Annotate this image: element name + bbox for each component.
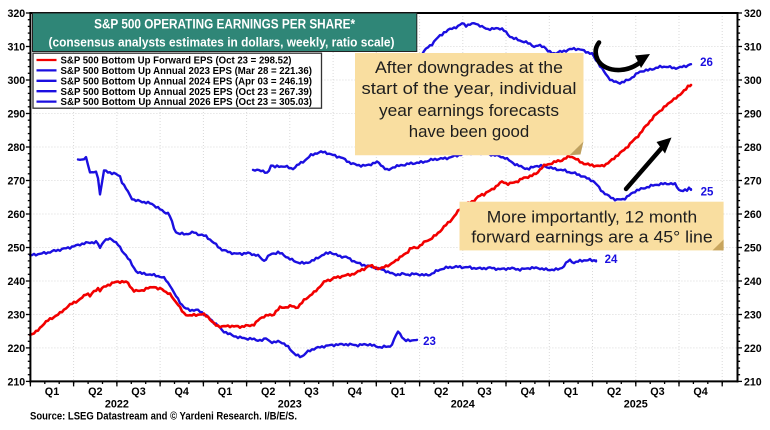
svg-text:240: 240 [8,276,26,288]
svg-text:2025: 2025 [624,399,648,411]
svg-text:After downgrades at the: After downgrades at the [375,59,563,77]
svg-text:260: 260 [8,209,26,221]
svg-text:(consensus analysts estimates: (consensus analysts estimates in dollars… [49,35,395,49]
svg-text:Q4: Q4 [347,386,361,398]
svg-text:S&P 500 OPERATING EARNINGS PER: S&P 500 OPERATING EARNINGS PER SHARE* [94,17,356,32]
svg-text:Q1: Q1 [391,386,405,398]
svg-text:280: 280 [744,142,762,154]
svg-text:S&P 500 Bottom Up Annual 2025: S&P 500 Bottom Up Annual 2025 EPS (Oct 2… [61,87,313,98]
svg-text:Q2: Q2 [434,386,448,398]
svg-text:24: 24 [605,254,618,266]
svg-text:250: 250 [8,243,26,255]
svg-text:Q3: Q3 [131,386,145,398]
svg-text:Q4: Q4 [693,386,707,398]
svg-text:220: 220 [8,343,26,355]
svg-text:26: 26 [700,57,713,69]
svg-text:2024: 2024 [451,399,475,411]
svg-text:230: 230 [744,310,762,322]
svg-text:310: 310 [8,42,26,54]
svg-text:have been good: have been good [409,123,530,141]
svg-text:S&P 500 Bottom Up Forward EPS: S&P 500 Bottom Up Forward EPS (Oct 23 = … [61,56,292,67]
svg-text:2022: 2022 [105,399,129,411]
svg-text:210: 210 [8,376,26,388]
svg-text:Source: LSEG Datastream and ©: Source: LSEG Datastream and © Yardeni Re… [30,411,297,423]
svg-text:Q2: Q2 [607,386,621,398]
svg-text:start of the year, individual: start of the year, individual [362,80,577,98]
svg-text:year earnings forecasts: year earnings forecasts [379,102,559,120]
svg-text:300: 300 [744,75,762,87]
svg-text:Q1: Q1 [564,386,578,398]
svg-text:S&P 500 Bottom Up Annual 2023: S&P 500 Bottom Up Annual 2023 EPS (Mar 2… [61,66,313,77]
svg-text:S&P 500 Bottom Up Annual 2026: S&P 500 Bottom Up Annual 2026 EPS (Oct 2… [61,97,313,108]
svg-text:Q2: Q2 [261,386,275,398]
svg-text:Q3: Q3 [650,386,664,398]
svg-text:210: 210 [744,376,762,388]
svg-text:Q4: Q4 [520,386,534,398]
svg-text:280: 280 [8,142,26,154]
svg-text:270: 270 [8,176,26,188]
svg-text:310: 310 [744,42,762,54]
svg-text:270: 270 [744,176,762,188]
svg-text:250: 250 [744,243,762,255]
svg-text:Q3: Q3 [477,386,491,398]
svg-text:Q1: Q1 [45,386,59,398]
svg-text:300: 300 [8,75,26,87]
svg-text:230: 230 [8,310,26,322]
svg-text:220: 220 [744,343,762,355]
svg-text:More importantly, 12 month: More importantly, 12 month [487,209,697,227]
svg-text:S&P 500 Bottom Up Annual 2024: S&P 500 Bottom Up Annual 2024 EPS (Apr 0… [61,76,313,87]
svg-text:23: 23 [423,336,436,348]
svg-text:320: 320 [8,8,26,20]
svg-text:290: 290 [8,109,26,121]
svg-text:240: 240 [744,276,762,288]
svg-text:forward earnings are a 45° lin: forward earnings are a 45° line [471,229,713,247]
svg-text:Q2: Q2 [88,386,102,398]
svg-text:2023: 2023 [278,399,302,411]
svg-text:Q3: Q3 [304,386,318,398]
svg-text:290: 290 [744,109,762,121]
svg-text:Q1: Q1 [218,386,232,398]
svg-text:320: 320 [744,8,762,20]
svg-text:260: 260 [744,209,762,221]
svg-text:Q4: Q4 [174,386,188,398]
svg-text:25: 25 [701,187,714,199]
